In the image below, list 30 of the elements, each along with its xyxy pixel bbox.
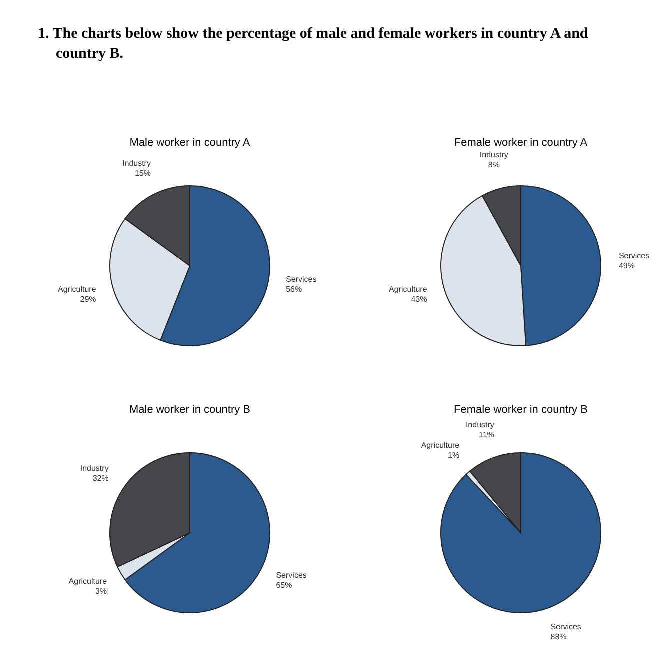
slice-label: Services [550, 622, 582, 632]
slice-label: Agriculture [58, 285, 97, 294]
chart-title: Male worker in country B [129, 404, 251, 416]
slice-label: Industry [122, 158, 151, 168]
data-label: 88% [550, 632, 567, 642]
slice-label: Services [286, 275, 317, 284]
data-label: 43% [411, 295, 428, 304]
data-label: 1% [448, 450, 460, 460]
slice-label: Services [276, 571, 307, 580]
slice-label: Services [618, 252, 650, 261]
slice-label: Agriculture [68, 576, 108, 586]
slice-label: Industry [80, 464, 109, 474]
chart-title: Male worker in country A [130, 137, 251, 149]
chart-title: Female worker in country B [454, 404, 588, 416]
text: 1. The charts below show the percentage of male and female workers in country A and country B. [38, 26, 589, 62]
slice-label: Agriculture [389, 285, 428, 294]
data-label: 29% [80, 295, 96, 304]
slice-label: Industry [480, 150, 508, 160]
data-label: 49% [618, 262, 635, 271]
data-label: 3% [95, 586, 108, 596]
data-label: 56% [286, 285, 302, 294]
pie-slice [440, 452, 602, 614]
data-label: 65% [276, 581, 292, 590]
data-label: 15% [134, 168, 151, 178]
slice-label: Agriculture [421, 440, 460, 450]
data-label: 11% [478, 430, 494, 440]
slice-label: Industry [466, 420, 494, 430]
chart-title: Female worker in country A [454, 137, 588, 149]
data-label: 32% [92, 474, 109, 484]
data-label: 8% [488, 160, 500, 170]
